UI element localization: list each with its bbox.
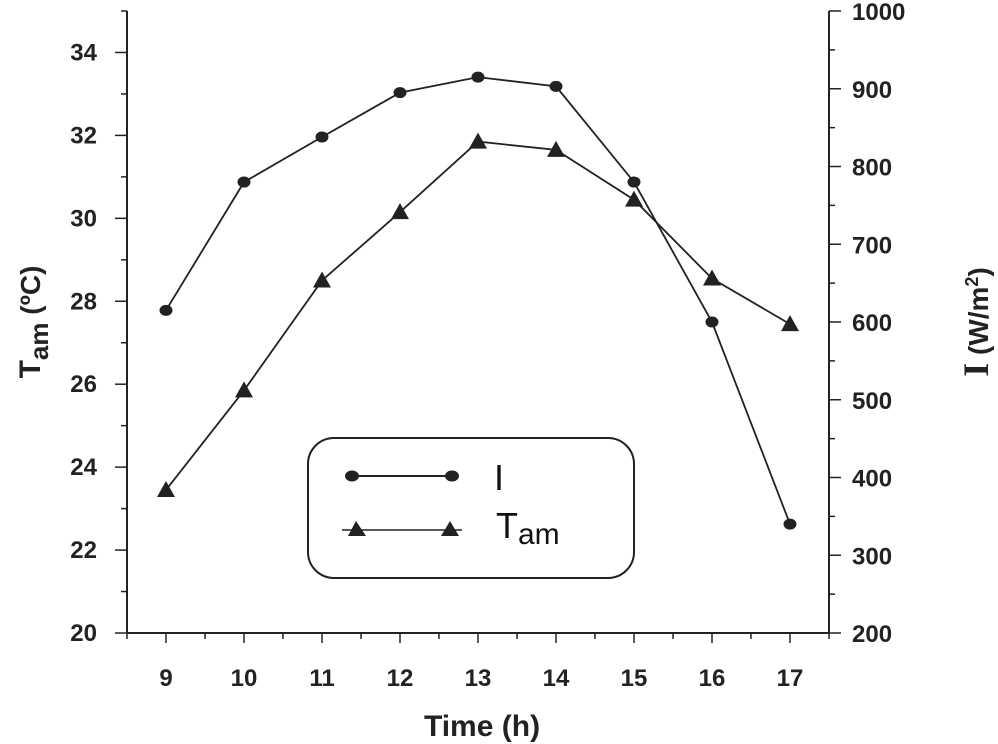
- y-left-axis-title: Tam (ºC): [14, 266, 54, 379]
- y-left-tick-label: 26: [70, 371, 97, 398]
- y-right-tick-label: 800: [852, 155, 892, 182]
- legend-marker-tam-right: [441, 521, 459, 536]
- series-i-point: [471, 71, 485, 83]
- series-tam-point: [625, 190, 643, 207]
- y-left-tick-label: 22: [70, 537, 97, 564]
- legend-label-tam-sub: am: [518, 518, 560, 551]
- y-right-title-unit: (W/m: [963, 287, 994, 363]
- series-tam-point: [157, 480, 175, 497]
- y-right-tick-label: 400: [852, 466, 892, 493]
- y-right-axis-title: I (W/m2): [956, 267, 996, 377]
- y-right-title-sup: 2: [962, 277, 982, 287]
- series-tam-point: [781, 315, 799, 332]
- series-i-point: [705, 316, 719, 328]
- y-left-tick-label: 32: [70, 122, 97, 149]
- legend-marker-i-right: [445, 470, 459, 482]
- legend-label-tam-main: T: [496, 505, 518, 546]
- y-left-tick-label: 28: [70, 288, 97, 315]
- y-left-tick-label: 30: [70, 205, 97, 232]
- x-tick-label: 14: [543, 665, 570, 692]
- y-left-tick-label: 24: [70, 454, 97, 481]
- y-right-tick-label: 900: [852, 77, 892, 104]
- series-i-point: [783, 518, 797, 530]
- x-tick-label: 13: [465, 665, 492, 692]
- x-tick-label: 10: [231, 665, 258, 692]
- y-right-tick-label: 500: [852, 388, 892, 415]
- legend-label-tam: Tam: [496, 505, 560, 551]
- x-tick-label: 12: [387, 665, 414, 692]
- series-layer: [157, 71, 799, 530]
- y-right-title-close: ): [963, 267, 994, 276]
- x-tick-label: 11: [309, 665, 334, 692]
- series-tam-point: [703, 269, 721, 286]
- y-left-title-sub: am: [24, 322, 54, 360]
- series-i-point: [237, 176, 251, 188]
- series-i-point: [549, 80, 563, 92]
- series-i-point: [159, 304, 173, 316]
- x-tick-label: 16: [699, 665, 726, 692]
- x-axis-title: Time (h): [424, 710, 540, 743]
- y-right-tick-label: 200: [852, 621, 892, 648]
- y-right-tick-label: 1000: [852, 0, 905, 26]
- legend-box: [307, 437, 635, 579]
- series-i-point: [393, 87, 407, 99]
- series-i-point: [627, 176, 641, 188]
- series-tam-point: [469, 132, 487, 149]
- legend-marker-tam-left: [348, 521, 366, 536]
- y-left-tick-label: 34: [70, 39, 97, 66]
- series-tam-point: [235, 381, 253, 398]
- legend: I Tam: [307, 437, 635, 579]
- series-i-point: [315, 131, 329, 143]
- legend-label-i: I: [494, 457, 504, 498]
- y-left-title-unit: (ºC): [15, 266, 46, 323]
- x-tick-label: 17: [777, 665, 804, 692]
- y-left-title-main: T: [14, 360, 47, 378]
- y-right-tick-label: 300: [852, 543, 892, 570]
- x-tick-label: 15: [621, 665, 648, 692]
- series-tam-point: [313, 271, 331, 288]
- series-tam-point: [391, 203, 409, 220]
- x-tick-label: 9: [159, 665, 172, 692]
- ticks-group: 20 22 24 26 28 30 32 34 200 300 400 500 600 700 800 900…: [70, 0, 905, 692]
- legend-marker-i-left: [345, 470, 359, 482]
- y-left-tick-label: 20: [70, 620, 97, 647]
- y-right-title-main: I: [956, 363, 996, 377]
- y-right-tick-label: 700: [852, 232, 892, 259]
- y-right-tick-label: 600: [852, 310, 892, 337]
- series-tam-point: [547, 140, 565, 157]
